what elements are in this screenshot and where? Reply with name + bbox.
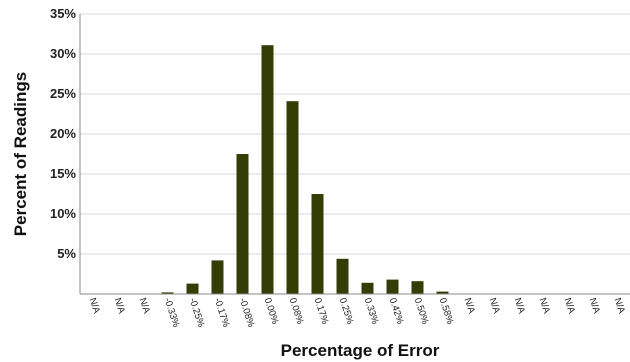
x-tick-label: N/A <box>537 297 553 316</box>
bar <box>261 45 274 295</box>
bar <box>236 154 249 294</box>
bars <box>161 45 449 295</box>
x-axis-title: Percentage of Error <box>281 341 440 360</box>
x-tick-label: -0.08% <box>237 297 257 330</box>
x-tick-label: 0.00% <box>262 297 281 327</box>
x-tick-label: 0.58% <box>437 297 456 327</box>
x-tick-label: 0.50% <box>412 297 431 327</box>
x-tick-label: 0.42% <box>387 297 406 327</box>
bar <box>436 291 449 294</box>
gridlines <box>80 13 630 255</box>
bar <box>161 292 174 294</box>
bar <box>386 279 399 294</box>
x-tick-labels: N/A N/A N/A -0.33% -0.25% -0.17% -0.08% 0.00% 0.… <box>87 297 628 330</box>
x-tick-label: N/A <box>512 297 528 316</box>
x-tick-label: N/A <box>87 297 103 316</box>
bar <box>411 281 424 294</box>
x-tick-label: N/A <box>612 297 628 316</box>
y-tick-label: 20% <box>50 126 76 141</box>
y-tick-label: 15% <box>50 166 76 181</box>
y-axis-title: Percent of Readings <box>11 72 30 236</box>
y-tick-labels: 5% 10% 15% 20% 25% 30% 35% <box>50 6 76 261</box>
x-tick-label: 0.17% <box>312 297 331 327</box>
bar <box>311 194 324 294</box>
x-tick-label: N/A <box>462 297 478 316</box>
x-tick-label: N/A <box>112 297 128 316</box>
x-tick-label: 0.08% <box>287 297 306 327</box>
y-tick-label: 35% <box>50 6 76 21</box>
x-tick-label: -0.25% <box>187 297 207 330</box>
bar <box>336 258 349 294</box>
x-tick-label: -0.33% <box>162 297 182 330</box>
bar <box>186 283 199 294</box>
x-tick-label: N/A <box>137 297 153 316</box>
y-tick-label: 5% <box>57 246 76 261</box>
x-tick-label: 0.33% <box>362 297 381 327</box>
y-tick-label: 10% <box>50 206 76 221</box>
x-tick-label: N/A <box>487 297 503 316</box>
x-tick-label: N/A <box>562 297 578 316</box>
x-tick-label: 0.25% <box>337 297 356 327</box>
bar <box>211 260 224 294</box>
x-tick-label: -0.17% <box>212 297 232 330</box>
y-tick-label: 30% <box>50 46 76 61</box>
y-tick-label: 25% <box>50 86 76 101</box>
bar <box>286 101 299 294</box>
bar <box>361 282 374 294</box>
x-tick-label: N/A <box>587 297 603 316</box>
